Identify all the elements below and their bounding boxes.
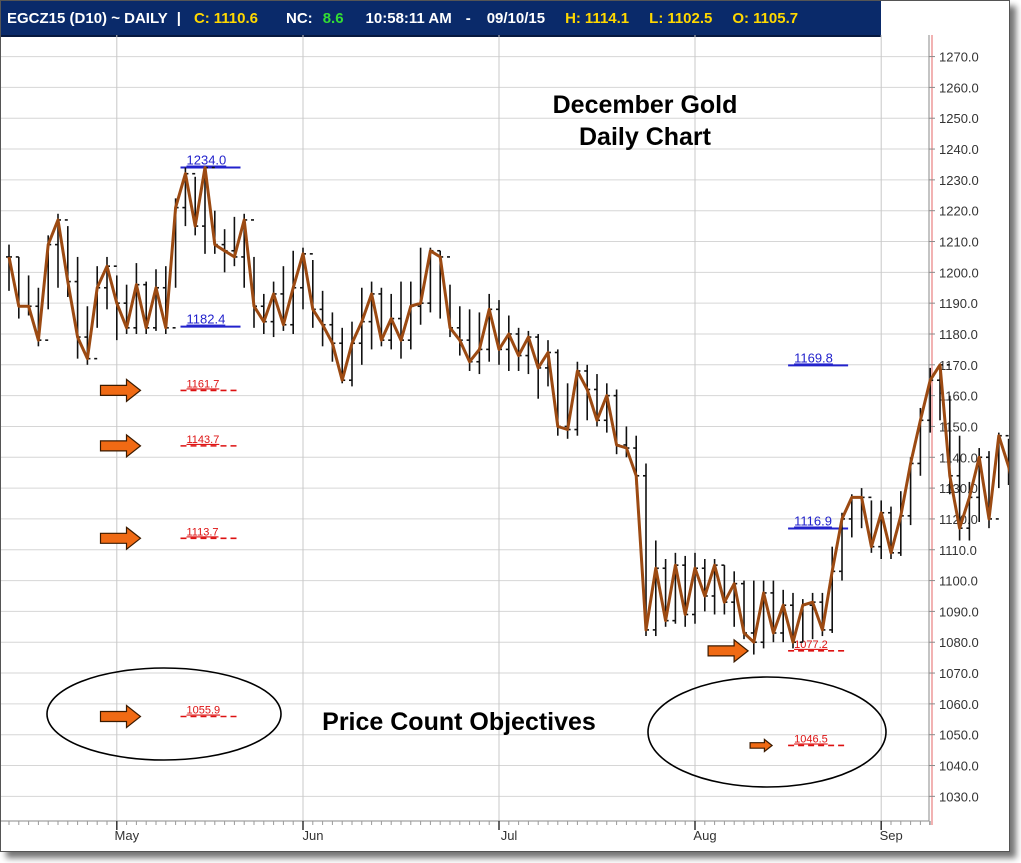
price-tick-label: 1080.0 — [939, 635, 979, 650]
objective-arrow-icon — [99, 526, 142, 551]
open-label: O: — [732, 9, 750, 27]
reference-level-label: 1169.8 — [794, 350, 833, 365]
date-tick-label: Jul — [501, 828, 518, 843]
reference-levels: 1234.0 1182.4 1169.8 1116.9 1161.7 1143.7 1113… — [180, 153, 849, 747]
close-line — [7, 166, 1009, 644]
reference-level-label: 1161.7 — [187, 378, 220, 390]
close-price-line — [7, 166, 1009, 644]
objective-arrows — [99, 378, 774, 753]
price-tick-label: 1230.0 — [939, 173, 979, 188]
price-tick-label: 1260.0 — [939, 80, 979, 95]
low-value: 1102.5 — [667, 9, 713, 27]
header-separator: | — [176, 9, 181, 27]
nc-value: 8.6 — [322, 9, 344, 27]
price-tick-label: 1090.0 — [939, 604, 979, 619]
date-tick-label: Jun — [303, 828, 324, 843]
chart-title-line-1: December Gold — [553, 91, 738, 119]
price-tick-label: 1150.0 — [939, 419, 978, 434]
symbol-label: EGCZ15 (D10) ~ DAILY — [7, 9, 168, 27]
nc-label: NC: — [286, 9, 313, 27]
price-axis-panel — [929, 35, 1009, 825]
price-tick-label: 1180.0 — [939, 327, 978, 342]
ohlc-bars — [6, 166, 1009, 655]
price-tick-label: 1050.0 — [939, 728, 979, 743]
objective-arrow-icon — [99, 704, 142, 729]
objective-arrow-icon — [99, 378, 142, 403]
date-tick-label: May — [115, 828, 140, 843]
grid — [1, 35, 929, 821]
reference-level-label: 1182.4 — [187, 312, 226, 327]
price-tick-label: 1160.0 — [939, 389, 978, 404]
date-tick-label: Aug — [693, 828, 716, 843]
reference-level-label: 1077.2 — [794, 639, 828, 651]
header-dash: - — [465, 9, 471, 27]
date-axis-panel — [1, 821, 929, 851]
price-tick-label: 1190.0 — [939, 296, 978, 311]
objective-ellipse-left — [46, 667, 282, 761]
price-tick-label: 1030.0 — [939, 789, 979, 804]
objective-ellipses — [46, 667, 887, 788]
price-count-objectives-label: Price Count Objectives — [322, 708, 596, 736]
close-label: C: — [193, 9, 210, 27]
reference-level-label: 1234.0 — [187, 153, 227, 168]
open-value: 1105.7 — [753, 9, 799, 27]
date-tick-label: Sep — [880, 828, 903, 843]
objective-arrow-icon — [707, 638, 750, 664]
objective-arrow-icon — [99, 433, 142, 459]
price-tick-label: 1240.0 — [939, 142, 979, 157]
reference-level-label: 1113.7 — [187, 526, 219, 538]
price-tick-label: 1060.0 — [939, 697, 979, 712]
objective-arrow-icon — [749, 738, 774, 753]
price-tick-label: 1250.0 — [939, 111, 979, 126]
price-tick-label: 1110.0 — [939, 543, 977, 558]
date-value: 09/10/15 — [486, 9, 546, 27]
price-tick-label: 1210.0 — [939, 235, 979, 250]
reference-level-label: 1143.7 — [187, 434, 220, 446]
price-chart: 1030.0 1040.0 1050.0 1060.0 1070.0 1080.0 1090… — [1, 35, 1009, 851]
price-tick-label: 1070.0 — [939, 666, 979, 681]
reference-level-label: 1116.9 — [794, 513, 832, 528]
price-tick-label: 1100.0 — [939, 574, 978, 589]
time-value: 10:58:11 AM — [365, 9, 452, 27]
reference-level-label: 1055.9 — [187, 705, 221, 717]
close-value: 1110.6 — [213, 9, 259, 27]
chart-title-line-2: Daily Chart — [579, 123, 712, 151]
price-axis: 1030.0 1040.0 1050.0 1060.0 1070.0 1080.0 1090… — [928, 35, 1009, 825]
date-axis: May Jun Jul Aug Sep — [1, 820, 931, 851]
high-label: H: — [565, 9, 581, 27]
objective-ellipse-right — [647, 676, 887, 788]
price-tick-label: 1170.0 — [939, 358, 978, 373]
quote-header-bar: EGCZ15 (D10) ~ DAILY | C: 1110.6 NC: 8.6… — [1, 1, 881, 37]
low-label: L: — [649, 9, 664, 27]
reference-level-label: 1046.5 — [794, 733, 828, 745]
price-tick-label: 1220.0 — [939, 204, 979, 219]
price-tick-label: 1200.0 — [939, 265, 979, 280]
high-value: 1114.1 — [584, 9, 630, 27]
chart-window: EGCZ15 (D10) ~ DAILY | C: 1110.6 NC: 8.6… — [0, 0, 1010, 852]
price-tick-label: 1270.0 — [939, 50, 979, 65]
price-tick-label: 1140.0 — [939, 450, 978, 465]
price-tick-label: 1040.0 — [939, 759, 979, 774]
price-tick-label: 1130.0 — [939, 481, 978, 496]
